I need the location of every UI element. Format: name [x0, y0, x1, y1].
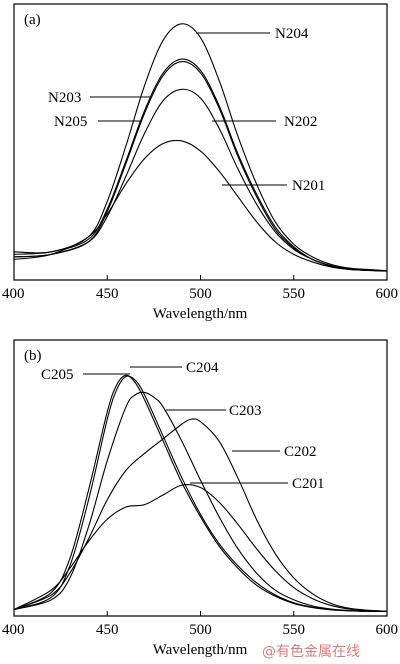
x-tick-label: 600 — [376, 622, 399, 638]
panel-a-ticks: 400 450 500 550 600 — [2, 275, 398, 302]
series-line-c205 — [13, 374, 388, 613]
label-n201: N201 — [292, 178, 325, 194]
label-n205: N205 — [54, 114, 87, 130]
series-line-c204 — [13, 375, 388, 613]
label-n202: N202 — [284, 114, 317, 130]
series-line-c201 — [13, 484, 388, 612]
x-tick-label: 450 — [96, 622, 119, 638]
x-tick-label: 550 — [283, 622, 306, 638]
series-line-c202 — [13, 418, 388, 612]
label-c205: C205 — [41, 367, 74, 383]
series-line-n202 — [13, 88, 388, 272]
panel-a-label: (a) — [24, 12, 41, 28]
series-line-n201 — [13, 139, 388, 272]
label-c204: C204 — [186, 360, 219, 376]
x-tick-label: 550 — [283, 286, 306, 302]
x-tick-label: 400 — [2, 622, 25, 638]
x-tick-label: 500 — [189, 622, 212, 638]
series-line-c203 — [13, 391, 388, 613]
panel-a-curves — [13, 23, 388, 272]
panel-b-curves — [13, 374, 388, 613]
panel-a: (a) 400 450 500 550 600 Wavelength/nm N204 N… — [2, 3, 398, 322]
x-tick-label: 600 — [376, 286, 399, 302]
panel-b: (b) 400 450 500 550 600 Wavelength/nm C205 C… — [2, 339, 398, 658]
panel-b-xlabel: Wavelength/nm — [153, 642, 248, 658]
watermark-text: @有色金属在线 — [262, 643, 360, 660]
label-n203: N203 — [48, 90, 81, 106]
x-tick-label: 500 — [189, 286, 212, 302]
panel-a-xlabel: Wavelength/nm — [153, 306, 248, 322]
panel-b-ticks: 400 450 500 550 600 — [2, 611, 398, 638]
label-c201: C201 — [292, 476, 325, 492]
label-c202: C202 — [284, 444, 317, 460]
label-n204: N204 — [275, 26, 309, 42]
panel-b-label: (b) — [24, 348, 42, 364]
panel-a-frame — [13, 3, 388, 281]
series-line-n204 — [13, 23, 388, 272]
x-tick-label: 400 — [2, 286, 25, 302]
x-tick-label: 450 — [96, 286, 119, 302]
label-c203: C203 — [229, 403, 262, 419]
